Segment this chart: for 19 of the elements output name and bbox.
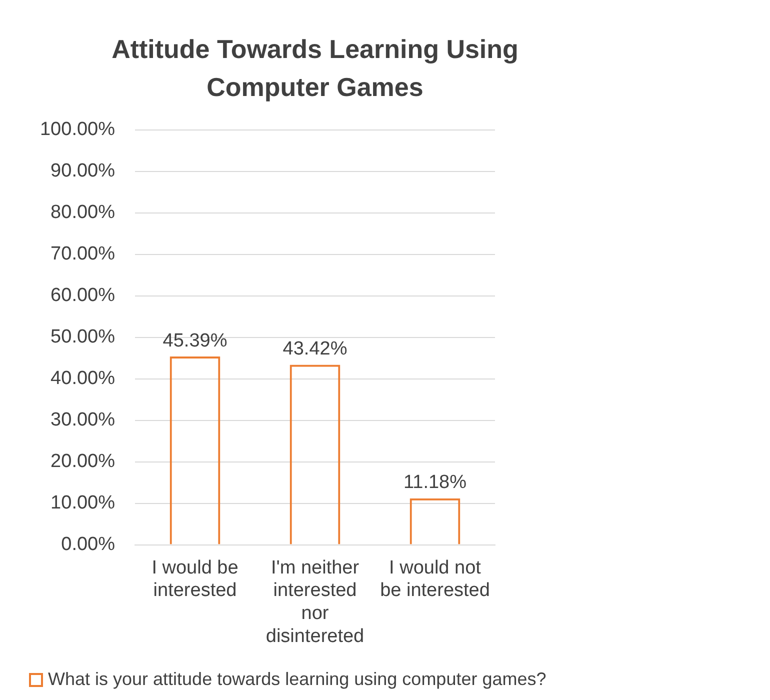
y-tick-label: 100.00%	[40, 119, 116, 140]
y-tick-label: 90.00%	[50, 160, 116, 182]
y-tick-label: 80.00%	[50, 202, 116, 224]
data-label: 45.39%	[162, 330, 228, 352]
y-tick-label: 30.00%	[50, 410, 116, 431]
y-tick-label: 10.00%	[50, 492, 116, 514]
x-tick-label: I'm neither interested nor disintereted	[266, 557, 364, 647]
chart-title: Attitude Towards Learning Using Computer Games	[110, 33, 520, 104]
x-tick-label: I would be interested	[152, 557, 238, 602]
y-tick-label: 0.00%	[61, 534, 116, 556]
y-tick-label: 20.00%	[50, 451, 116, 472]
data-label: 11.18%	[403, 472, 467, 494]
data-label: 43.42%	[282, 338, 348, 360]
legend-label: What is your attitude towards learning using computer games?	[48, 668, 546, 689]
y-tick-label: 40.00%	[50, 368, 116, 390]
y-tick-label: 70.00%	[50, 244, 116, 265]
x-tick-label: I would not be interested	[380, 557, 490, 602]
y-tick-label: 50.00%	[50, 326, 116, 348]
y-tick-label: 60.00%	[50, 285, 116, 306]
